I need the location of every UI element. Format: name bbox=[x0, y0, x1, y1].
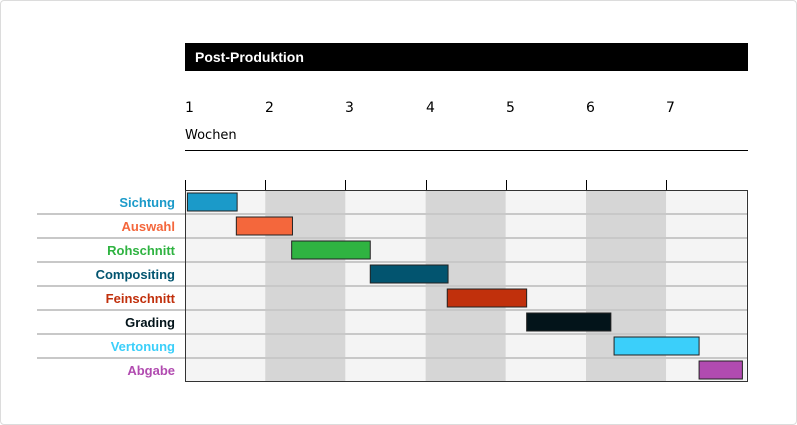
week-tick-label: 3 bbox=[345, 100, 354, 116]
x-axis-label: Wochen bbox=[185, 128, 237, 143]
week-tick-label: 2 bbox=[265, 100, 274, 116]
task-bar-rohschnitt bbox=[291, 240, 371, 260]
task-bar-sichtung bbox=[186, 192, 238, 212]
task-bar-auswahl bbox=[235, 216, 293, 236]
task-bar-abgabe bbox=[698, 360, 743, 380]
task-label-grading: Grading bbox=[125, 315, 175, 330]
task-label-abgabe: Abgabe bbox=[127, 363, 175, 378]
task-label-vertonung: Vertonung bbox=[110, 339, 175, 354]
week-tick-label: 1 bbox=[185, 100, 194, 116]
task-label-feinschnitt: Feinschnitt bbox=[105, 291, 175, 306]
week-tick-label: 5 bbox=[506, 100, 515, 116]
task-label-compositing: Compositing bbox=[95, 267, 175, 282]
plot-border bbox=[185, 190, 748, 382]
task-label-sichtung: Sichtung bbox=[119, 195, 175, 210]
header-rule bbox=[185, 150, 748, 151]
task-label-rohschnitt: Rohschnitt bbox=[107, 243, 175, 258]
task-bar-grading bbox=[526, 312, 612, 332]
task-bar-vertonung bbox=[613, 336, 700, 356]
week-tick-label: 4 bbox=[426, 100, 435, 116]
chart-title: Post-Produktion bbox=[185, 43, 748, 71]
task-bar-feinschnitt bbox=[446, 288, 528, 308]
task-bar-compositing bbox=[369, 264, 449, 284]
week-tick-label: 6 bbox=[586, 100, 595, 116]
task-label-auswahl: Auswahl bbox=[121, 219, 175, 234]
week-tick-label: 7 bbox=[666, 100, 675, 116]
